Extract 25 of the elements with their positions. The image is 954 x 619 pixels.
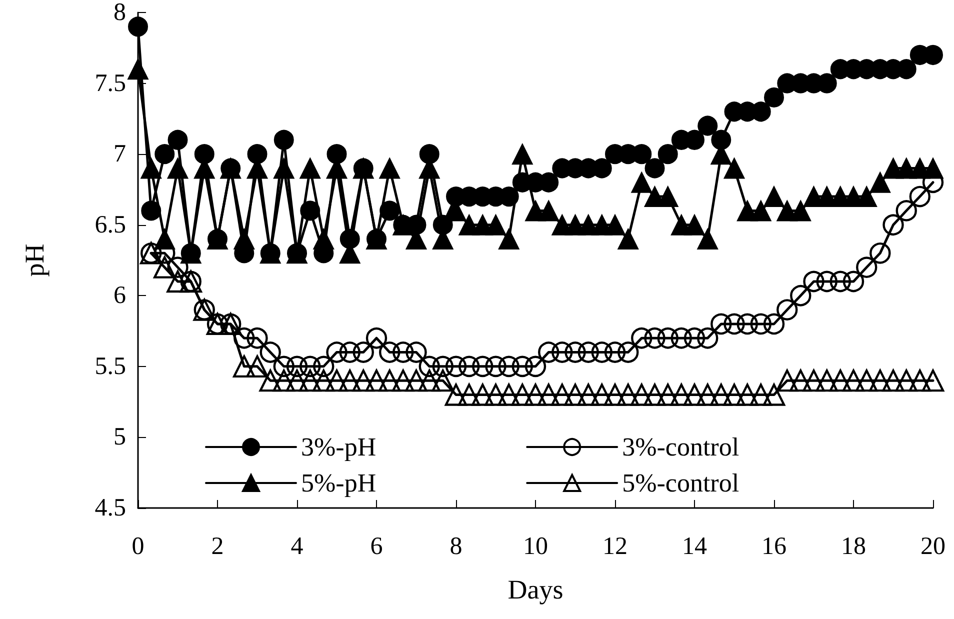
x-tick-label: 14 (682, 533, 708, 560)
y-tick-label: 5 (114, 424, 126, 451)
x-tick-label: 12 (602, 533, 628, 560)
y-tick-label: 4.5 (94, 494, 126, 522)
legend-label: 3%-pH (301, 432, 376, 462)
legend-label: 5%-pH (301, 468, 376, 498)
x-tick-label: 2 (211, 533, 224, 560)
x-tick-label: 6 (370, 533, 383, 560)
y-tick-label: 6 (114, 282, 126, 310)
legend-label: 5%-control (622, 468, 740, 498)
x-tick-label: 18 (841, 533, 866, 560)
y-tick-label: 6.5 (94, 211, 126, 238)
y-tick-label: 8 (114, 0, 126, 26)
x-tick-label: 20 (920, 533, 946, 560)
y-tick-label: 7.5 (94, 70, 126, 97)
x-tick-label: 16 (762, 533, 786, 560)
legend-label: 3%-control (622, 432, 740, 462)
x-tick-label: 4 (290, 533, 304, 560)
x-tick-label: 8 (450, 533, 462, 560)
x-axis-title: Days (508, 574, 564, 604)
y-tick-label: 7 (114, 140, 126, 168)
x-tick-label: 10 (523, 533, 548, 560)
y-axis-title: pH (20, 244, 50, 277)
x-tick-label: 0 (132, 533, 144, 560)
y-tick-label: 5.5 (94, 352, 126, 380)
